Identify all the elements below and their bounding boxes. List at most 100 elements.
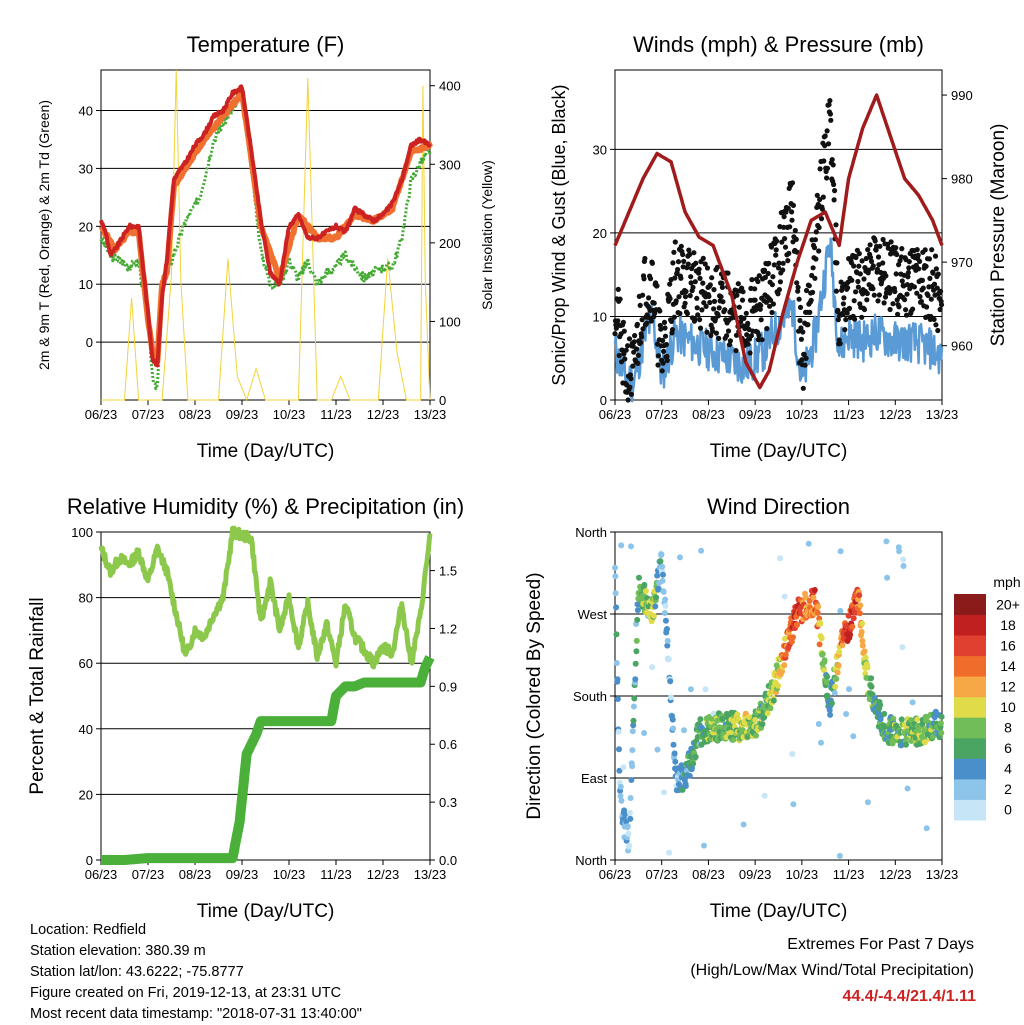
gust-point [867, 254, 874, 260]
gust-point [769, 282, 776, 288]
gust-point [795, 288, 801, 294]
gust-point [720, 299, 726, 305]
gust-point [718, 294, 724, 300]
x-tick-label: 08/23 [692, 407, 725, 422]
direction-point [617, 793, 624, 799]
direction-point [764, 710, 771, 717]
gust-point [927, 275, 933, 281]
gust-point [658, 326, 664, 332]
direction-point [820, 667, 827, 674]
direction-point [898, 716, 905, 723]
gust-point [748, 333, 755, 339]
direction-point [817, 620, 824, 627]
y2-tick-label: 0.6 [439, 737, 457, 752]
direction-point [617, 783, 624, 790]
direction-point [719, 715, 726, 722]
direction-point [900, 563, 907, 569]
gust-point [672, 275, 678, 281]
direction-point [909, 699, 916, 706]
gust-point [715, 313, 721, 319]
y2-tick-label: 980 [951, 172, 973, 187]
gust-point [797, 304, 804, 310]
direction-point [837, 607, 844, 614]
y2-tick-label: 1.2 [439, 621, 457, 636]
gust-point [928, 296, 934, 302]
direction-point [740, 821, 747, 828]
gust-point [776, 287, 783, 293]
direction-point [662, 602, 669, 609]
y2-tick-label: 1.5 [439, 564, 457, 579]
dewpoint-line [99, 88, 432, 391]
gust-point [800, 385, 806, 391]
temp-2m-line [99, 84, 432, 368]
direction-point [827, 711, 834, 718]
direction-point [697, 716, 704, 723]
gust-point [621, 328, 627, 334]
direction-point [630, 717, 637, 724]
y-tick-label: 100 [71, 525, 93, 540]
gust-point [835, 317, 841, 323]
y-tick-label: 0 [86, 853, 93, 868]
gust-point [647, 276, 654, 282]
gust-point [911, 284, 918, 290]
gust-point [814, 192, 820, 198]
gust-point [864, 297, 870, 303]
gust-point [642, 255, 648, 262]
y2-tick-label: 970 [951, 255, 973, 270]
gust-point [699, 307, 705, 313]
gust-point [881, 300, 887, 306]
gust-point [771, 262, 777, 268]
direction-points [612, 538, 945, 859]
gust-point [938, 302, 945, 308]
gust-point [709, 275, 715, 281]
direction-point [659, 577, 666, 584]
gust-point [856, 263, 862, 269]
colorbar-label: 0 [1004, 802, 1012, 818]
gust-point [765, 270, 771, 277]
direction-point [652, 603, 659, 610]
colorbar-swatch [954, 717, 986, 739]
gust-point [725, 270, 731, 276]
colorbar-label: 12 [1000, 678, 1016, 694]
gust-point [790, 202, 797, 208]
gust-point [661, 348, 667, 354]
y2-tick-label: 200 [439, 236, 461, 251]
gust-point [916, 266, 922, 272]
gust-point [677, 310, 683, 317]
gust-point [923, 263, 929, 269]
gust-point [768, 244, 775, 250]
direction-point [789, 751, 796, 757]
gust-point [631, 339, 637, 345]
gust-point [932, 253, 939, 259]
gust-point [810, 289, 816, 295]
gust-point [671, 314, 677, 320]
gust-point [880, 260, 886, 266]
gust-point [785, 258, 791, 264]
gust-point [734, 292, 740, 298]
gust-point [899, 246, 905, 252]
direction-point [686, 772, 693, 779]
direction-point [665, 656, 672, 663]
direction-point [859, 637, 866, 644]
gust-point [837, 340, 843, 347]
gust-point [764, 326, 770, 332]
gust-point [781, 224, 787, 230]
gust-point [744, 332, 750, 338]
gust-point [683, 288, 689, 295]
gust-point [831, 181, 837, 188]
gust-point [719, 284, 726, 290]
gust-point [827, 98, 833, 104]
gust-point [700, 280, 706, 286]
gust-point [697, 317, 703, 323]
gust-point [875, 254, 882, 260]
direction-point [702, 686, 709, 693]
direction-point [660, 588, 667, 595]
gust-point [670, 260, 676, 266]
direction-point [832, 683, 839, 690]
gust-point [726, 342, 733, 348]
direction-point [856, 592, 863, 599]
x-tick-label: 06/23 [85, 867, 118, 882]
gust-point [773, 247, 779, 253]
gust-point [736, 304, 742, 310]
